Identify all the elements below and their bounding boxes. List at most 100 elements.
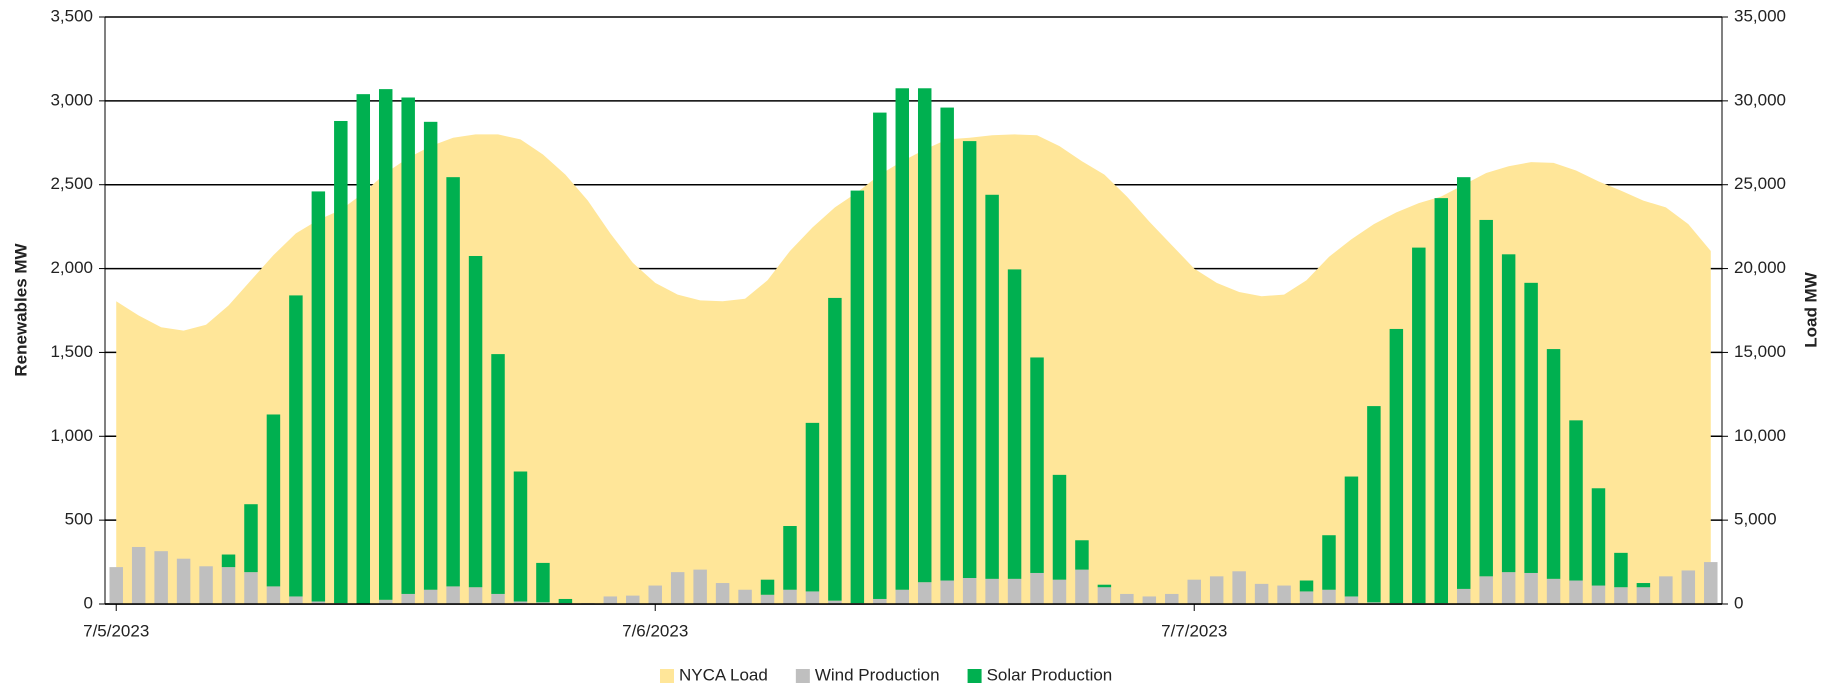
bar — [1456, 177, 1471, 589]
bar — [221, 567, 236, 604]
y-tick-label: 1,000 — [50, 426, 93, 445]
bar — [131, 546, 146, 604]
bar — [1007, 578, 1022, 604]
bar — [289, 295, 303, 597]
bar — [603, 596, 618, 604]
bar — [1501, 254, 1516, 573]
bar — [1232, 571, 1246, 604]
bar — [221, 554, 236, 568]
y2-tick-label: 10,000 — [1734, 426, 1786, 445]
bar — [446, 177, 460, 587]
bar — [1636, 583, 1651, 588]
bar — [446, 586, 460, 604]
bar — [1344, 596, 1359, 604]
x-tick-label: 7/5/2023 — [83, 621, 149, 640]
bar — [1097, 587, 1112, 604]
bar — [1367, 602, 1381, 604]
bar — [1681, 570, 1696, 604]
bar — [244, 504, 258, 573]
bar — [491, 593, 505, 604]
bar — [1479, 576, 1493, 604]
bar — [536, 562, 550, 603]
bar — [1501, 572, 1516, 604]
bar — [1187, 579, 1201, 604]
bar — [1052, 474, 1067, 580]
bar — [1614, 552, 1628, 588]
bar — [1367, 406, 1381, 603]
y2-tick-label: 30,000 — [1734, 90, 1786, 109]
bar — [1277, 585, 1291, 604]
bar — [199, 566, 213, 604]
bar — [940, 107, 954, 581]
bar — [1412, 247, 1426, 604]
bar — [1569, 580, 1583, 604]
y2-tick-label: 15,000 — [1734, 342, 1786, 361]
bar — [423, 589, 438, 604]
bar — [378, 89, 393, 600]
bar — [1030, 357, 1044, 573]
bar — [266, 586, 281, 604]
bar — [850, 190, 865, 604]
y-tick-label: 1,500 — [50, 342, 93, 361]
bar — [154, 551, 168, 604]
bar — [1569, 420, 1583, 581]
bar — [1636, 587, 1651, 604]
bar — [334, 120, 348, 604]
bar — [244, 572, 258, 604]
bar — [1524, 282, 1538, 573]
y2-tick-label: 20,000 — [1734, 258, 1786, 277]
bar — [1075, 569, 1089, 604]
bar — [1591, 488, 1606, 586]
bar — [828, 297, 842, 601]
area — [116, 134, 1711, 604]
bar — [311, 601, 326, 604]
bar — [356, 94, 371, 605]
y-tick-label: 3,000 — [50, 90, 93, 109]
bar — [1322, 535, 1336, 590]
bar — [378, 599, 393, 604]
y2-tick-label: 0 — [1734, 593, 1743, 612]
bar — [985, 578, 999, 604]
y2-tick-label: 5,000 — [1734, 510, 1777, 529]
bar — [1299, 580, 1314, 592]
bar — [311, 191, 326, 602]
legend-label: NYCA Load — [679, 665, 768, 684]
y2-axis-title: Load MW — [1801, 271, 1820, 347]
y-tick-label: 0 — [84, 593, 93, 612]
bar — [1299, 591, 1314, 604]
bar — [985, 194, 999, 579]
bar — [289, 596, 303, 604]
bar — [873, 598, 887, 604]
bar — [940, 580, 954, 604]
bar — [1209, 576, 1224, 604]
y-tick-label: 2,500 — [50, 174, 93, 193]
bar — [1546, 349, 1561, 579]
bar — [1165, 593, 1179, 604]
bar — [1479, 219, 1493, 577]
y2-tick-label: 35,000 — [1734, 6, 1786, 25]
bar — [423, 121, 438, 590]
bar — [1591, 585, 1606, 604]
bar — [536, 602, 550, 604]
y2-tick-label: 25,000 — [1734, 174, 1786, 193]
bar — [1434, 198, 1449, 604]
bar — [266, 414, 281, 587]
bar — [715, 583, 730, 604]
y-tick-label: 3,500 — [50, 6, 93, 25]
bar — [1344, 476, 1359, 597]
bar — [895, 88, 910, 590]
bar — [805, 422, 820, 592]
bar — [1546, 578, 1561, 604]
bar — [738, 589, 752, 604]
bar — [760, 594, 775, 604]
bar — [828, 600, 842, 604]
bar — [1389, 328, 1404, 604]
bar — [1659, 576, 1673, 604]
legend-swatch — [795, 669, 810, 683]
bar — [1007, 269, 1022, 579]
bar — [1704, 562, 1718, 604]
bar — [962, 578, 977, 604]
bar — [513, 601, 528, 604]
bar — [760, 579, 775, 595]
